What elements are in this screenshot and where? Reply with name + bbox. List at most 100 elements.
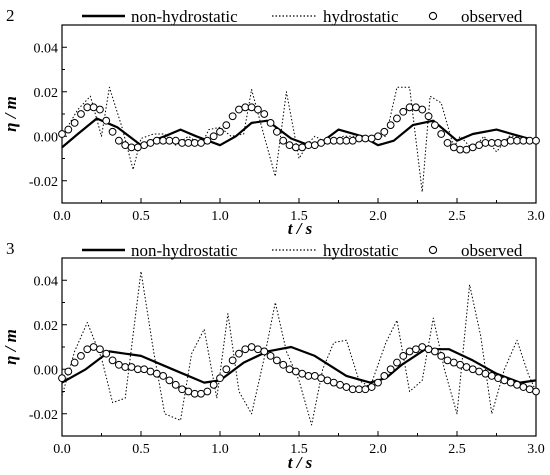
observed-point bbox=[513, 136, 521, 145]
observed-point bbox=[386, 365, 395, 374]
observed-point bbox=[393, 114, 401, 123]
observed-point bbox=[291, 367, 300, 376]
observed-point bbox=[254, 105, 262, 114]
observed-point bbox=[317, 374, 326, 383]
observed-point bbox=[487, 139, 496, 147]
y-axis-title: η / m bbox=[1, 329, 20, 365]
legend-label-non-hydrostatic: non-hydrostatic bbox=[131, 241, 238, 260]
observed-point bbox=[361, 134, 370, 143]
observed-point bbox=[285, 365, 294, 374]
x-tick-label: 0.5 bbox=[132, 209, 150, 224]
observed-point bbox=[462, 145, 471, 154]
series-line-non-hydrostatic bbox=[61, 117, 537, 149]
observed-point bbox=[475, 141, 484, 150]
observed-point bbox=[494, 139, 502, 147]
observed-point bbox=[108, 127, 117, 136]
observed-point bbox=[203, 387, 212, 396]
observed-point bbox=[260, 347, 269, 356]
y-tick-label: 0.00 bbox=[34, 130, 59, 145]
observed-point bbox=[304, 141, 313, 150]
plot-frame bbox=[61, 257, 537, 437]
observed-point bbox=[500, 139, 509, 147]
observed-point bbox=[506, 378, 515, 387]
observed-point bbox=[121, 141, 130, 150]
observed-point bbox=[159, 136, 168, 145]
y-axis-title: η / m bbox=[1, 96, 20, 132]
observed-point bbox=[77, 110, 85, 118]
observed-point bbox=[532, 136, 540, 145]
observed-point bbox=[178, 385, 186, 394]
chart-panel-2: 2 non-hydrostatic hydrostatic observed t… bbox=[1, 6, 545, 238]
observed-point bbox=[285, 141, 294, 150]
observed-point bbox=[171, 136, 180, 145]
observed-point bbox=[197, 139, 205, 147]
observed-point bbox=[367, 383, 376, 391]
x-tick-label: 1.0 bbox=[211, 209, 229, 224]
observed-point bbox=[96, 105, 104, 114]
observed-point bbox=[443, 356, 452, 365]
x-tick-label: 2.0 bbox=[369, 442, 387, 457]
observed-point bbox=[298, 369, 307, 378]
x-axis-title: t / s bbox=[288, 453, 313, 472]
observed-point bbox=[83, 103, 92, 112]
observed-point bbox=[323, 376, 332, 385]
observed-point bbox=[430, 121, 439, 130]
y-tick-label: 0.02 bbox=[34, 319, 59, 334]
observed-point bbox=[159, 372, 168, 380]
observed-point bbox=[405, 347, 414, 356]
observed-point bbox=[374, 378, 382, 387]
observed-point bbox=[127, 143, 136, 152]
series-layer bbox=[58, 270, 540, 426]
observed-point bbox=[247, 343, 256, 351]
observed-point bbox=[298, 143, 307, 152]
observed-point bbox=[380, 372, 389, 380]
observed-point bbox=[481, 369, 490, 378]
x-tick-label: 3.0 bbox=[527, 209, 545, 224]
observed-point bbox=[254, 345, 262, 354]
observed-point bbox=[102, 349, 111, 358]
observed-point bbox=[374, 132, 382, 141]
legend-label-observed: observed bbox=[461, 7, 523, 26]
observed-point bbox=[146, 367, 155, 376]
series-layer bbox=[58, 86, 540, 193]
observed-point bbox=[89, 103, 98, 112]
observed-point bbox=[133, 365, 142, 374]
observed-point bbox=[412, 345, 420, 354]
observed-point bbox=[96, 345, 104, 354]
observed-point bbox=[70, 358, 79, 367]
observed-point bbox=[342, 136, 351, 145]
observed-point bbox=[386, 121, 395, 130]
observed-point bbox=[487, 372, 496, 380]
observed-point bbox=[241, 103, 250, 112]
observed-point bbox=[235, 349, 243, 358]
observed-point bbox=[437, 130, 446, 138]
observed-point bbox=[190, 139, 199, 147]
observed-point bbox=[216, 374, 224, 383]
observed-point bbox=[355, 385, 363, 394]
y-axis-title-text: η / m bbox=[1, 96, 20, 132]
x-axis-title-text: t / s bbox=[288, 453, 313, 472]
observed-point bbox=[279, 360, 288, 369]
observed-point bbox=[228, 112, 237, 121]
observed-point bbox=[209, 380, 218, 389]
y-tick-label: -0.02 bbox=[29, 408, 58, 423]
x-tick-label: 0.0 bbox=[53, 442, 71, 457]
observed-point bbox=[468, 143, 477, 152]
panel-number-label: 2 bbox=[6, 6, 15, 25]
observed-point bbox=[178, 139, 186, 147]
observed-point bbox=[424, 112, 433, 121]
observed-point bbox=[140, 141, 149, 150]
observed-point bbox=[506, 136, 515, 145]
observed-point bbox=[190, 389, 199, 398]
axis-ticks: 0.0 0.5 1.0 1.5 2.0 2.5 3.0 -0.02 0.00 0.02 0.04 bbox=[29, 274, 545, 457]
x-tick-label: 2.0 bbox=[369, 209, 387, 224]
y-tick-label: 0.04 bbox=[34, 41, 59, 56]
observed-point bbox=[399, 107, 408, 116]
observed-point bbox=[481, 139, 490, 147]
observed-point bbox=[121, 363, 130, 371]
y-tick-label: -0.02 bbox=[29, 175, 58, 190]
observed-point bbox=[399, 352, 408, 360]
x-tick-label: 1.5 bbox=[290, 442, 308, 457]
legend: non-hydrostatic hydrostatic observed bbox=[82, 7, 523, 26]
legend-marker-observed bbox=[428, 245, 438, 255]
